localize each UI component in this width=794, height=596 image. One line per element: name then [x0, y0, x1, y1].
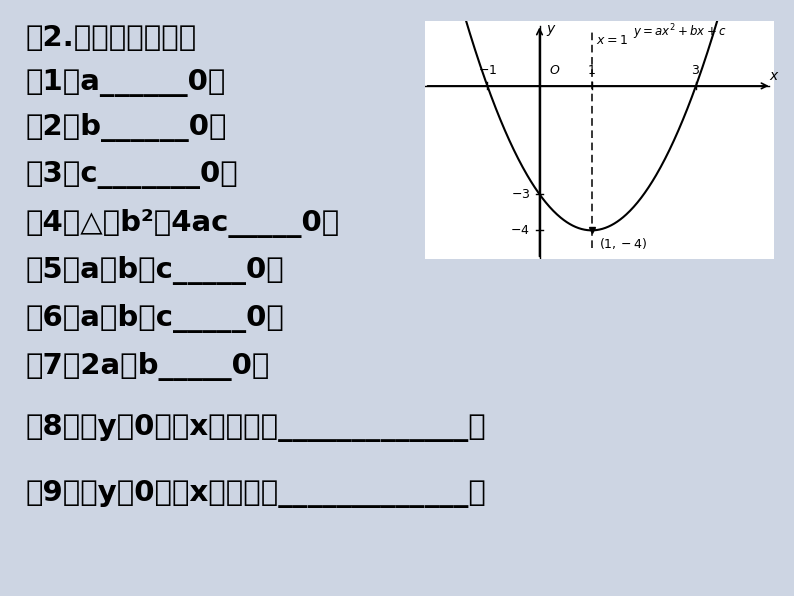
Text: $x=1$: $x=1$ — [596, 33, 627, 46]
Text: （3）c_______0；: （3）c_______0； — [25, 161, 238, 189]
Text: 例2.如右图，填空：: 例2.如右图，填空： — [25, 24, 197, 52]
Text: $y$: $y$ — [545, 23, 557, 38]
Text: $-3$: $-3$ — [511, 188, 530, 201]
Text: （6）a－b＋c_____0；: （6）a－b＋c_____0； — [25, 304, 284, 333]
Text: （5）a＋b＋c_____0；: （5）a＋b＋c_____0； — [25, 256, 284, 285]
Text: （7）2a＋b_____0；: （7）2a＋b_____0； — [25, 352, 270, 381]
Text: （9）当y＜0时，x的范围为_____________；: （9）当y＜0时，x的范围为_____________； — [25, 480, 486, 508]
Text: $O$: $O$ — [549, 64, 561, 77]
Text: （1）a______0；: （1）a______0； — [25, 69, 225, 97]
Text: $y=ax^2+bx+c$: $y=ax^2+bx+c$ — [634, 23, 727, 42]
Text: $1$: $1$ — [588, 64, 596, 77]
Text: $-1$: $-1$ — [478, 64, 497, 77]
Text: （4）△＝b²－4ac_____0；: （4）△＝b²－4ac_____0； — [25, 209, 340, 238]
Text: $(1,-4)$: $(1,-4)$ — [599, 236, 648, 251]
Text: $-4$: $-4$ — [511, 224, 530, 237]
Text: （8）当y＞0时，x的范围为_____________；: （8）当y＞0时，x的范围为_____________； — [25, 414, 486, 442]
Text: $3$: $3$ — [692, 64, 700, 77]
Text: $x$: $x$ — [769, 69, 780, 83]
Text: （2）b______0；: （2）b______0； — [25, 113, 227, 142]
